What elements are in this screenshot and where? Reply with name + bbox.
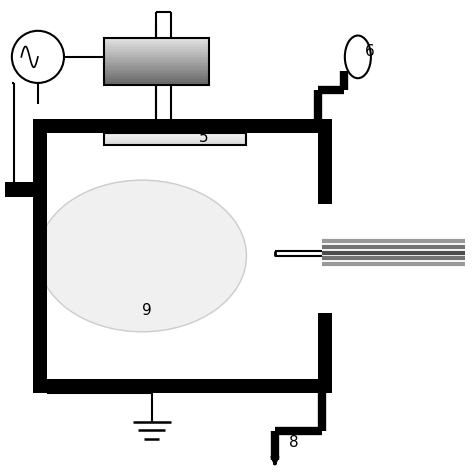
Bar <box>5 182 33 197</box>
Bar <box>104 44 209 46</box>
Bar <box>104 133 246 145</box>
Bar <box>104 71 209 73</box>
Bar <box>104 47 209 49</box>
Bar <box>104 133 246 134</box>
Bar <box>104 54 209 55</box>
Bar <box>33 118 47 393</box>
Bar <box>104 139 246 140</box>
Bar <box>104 57 209 58</box>
Bar <box>104 138 246 139</box>
Bar <box>104 143 246 144</box>
Bar <box>104 137 246 138</box>
Bar <box>104 43 209 44</box>
Bar <box>104 46 209 47</box>
Bar <box>104 84 209 85</box>
Bar <box>104 68 209 70</box>
Bar <box>104 52 209 54</box>
Bar <box>104 66 209 68</box>
Bar <box>104 79 209 81</box>
Ellipse shape <box>38 180 246 332</box>
Text: 8: 8 <box>289 435 299 450</box>
Bar <box>104 38 209 39</box>
Bar <box>104 74 209 76</box>
Bar <box>104 55 209 57</box>
Bar <box>104 140 246 141</box>
Bar <box>104 60 209 62</box>
Bar <box>104 62 209 63</box>
Bar <box>104 41 209 43</box>
Bar <box>104 49 209 51</box>
Bar <box>104 81 209 82</box>
Bar <box>33 379 332 393</box>
Ellipse shape <box>345 36 371 78</box>
Text: 6: 6 <box>365 44 375 59</box>
Bar <box>104 77 209 79</box>
Bar <box>104 144 246 145</box>
Bar <box>104 134 246 135</box>
Bar <box>104 136 246 137</box>
Bar <box>104 63 209 65</box>
Bar <box>104 70 209 71</box>
Bar <box>104 38 209 85</box>
Bar <box>104 76 209 77</box>
Bar <box>104 58 209 60</box>
Bar <box>104 141 246 142</box>
Text: 5: 5 <box>199 129 209 145</box>
Bar <box>104 65 209 66</box>
Bar <box>104 51 209 52</box>
Bar <box>33 118 332 133</box>
Bar <box>104 73 209 74</box>
Bar <box>318 118 332 204</box>
Bar <box>104 82 209 84</box>
Bar <box>104 142 246 143</box>
Bar <box>318 313 332 393</box>
Text: 9: 9 <box>142 302 152 318</box>
Bar <box>104 39 209 41</box>
Bar <box>104 135 246 136</box>
